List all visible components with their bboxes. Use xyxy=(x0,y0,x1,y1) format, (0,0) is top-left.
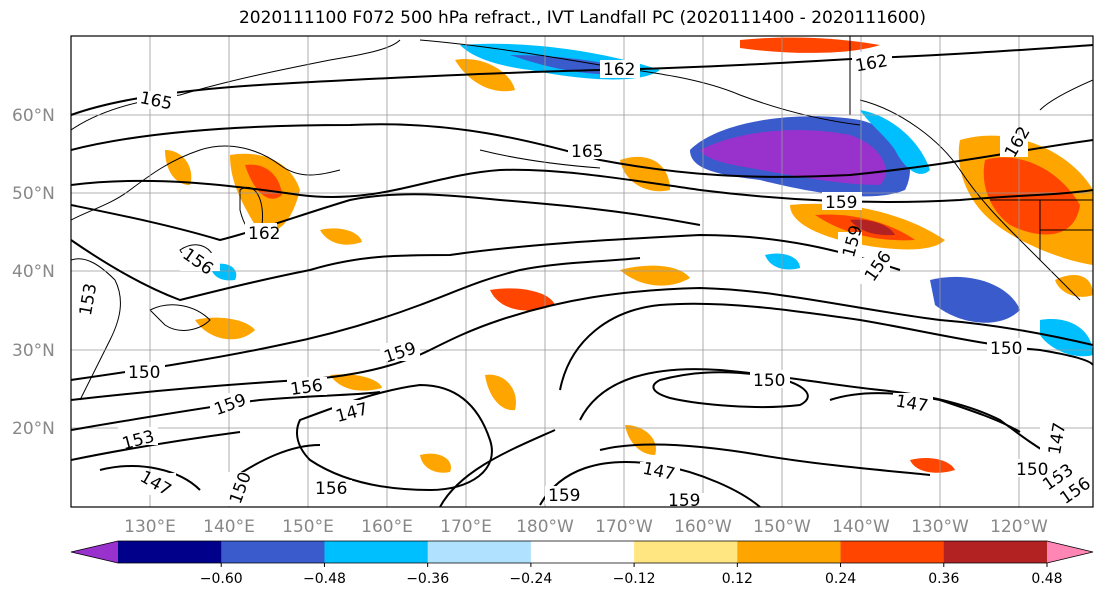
contour-label: 156 xyxy=(289,376,324,400)
contour-label: 150 xyxy=(1016,460,1048,480)
colorbar-cell xyxy=(324,541,429,563)
positive-anomaly-patch xyxy=(910,458,955,473)
lon-label: 120°W xyxy=(990,517,1048,537)
colorbar-extend-low xyxy=(71,541,118,563)
colorbar-tick-label: 0.48 xyxy=(1031,571,1062,587)
lat-label: 30°N xyxy=(12,341,55,361)
negative-anomaly-patch xyxy=(860,110,930,174)
map-area xyxy=(71,36,1093,507)
lon-label: 150°E xyxy=(282,517,334,537)
positive-anomaly-patch xyxy=(455,59,515,92)
colorbar-tick-label: 0.24 xyxy=(825,571,856,587)
positive-anomaly-patch xyxy=(420,453,451,473)
colorbar-tick-label: −0.36 xyxy=(406,571,449,587)
positive-anomaly-patch xyxy=(245,164,282,199)
map-title: 2020111100 F072 500 hPa refract., IVT La… xyxy=(238,8,926,28)
colorbar-tick-label: −0.48 xyxy=(303,571,346,587)
colorbar-outline xyxy=(70,540,1094,564)
map-frame xyxy=(70,35,1094,508)
lat-label: 40°N xyxy=(12,262,55,282)
negative-anomaly-patch xyxy=(700,130,886,185)
lon-label: 130°W xyxy=(911,517,969,537)
latitude-labels: 60°N 50°N 40°N 30°N 20°N xyxy=(12,106,55,439)
positive-anomaly-patch xyxy=(625,425,656,455)
contour-label: 159 xyxy=(548,486,580,506)
contour-label: 150 xyxy=(990,339,1022,359)
lat-label: 20°N xyxy=(12,419,55,439)
colorbar: −0.60 −0.48 −0.36 −0.24 −0.12 0.12 0.24 0.36 0.4… xyxy=(70,540,1094,587)
lon-label: 140°E xyxy=(203,517,255,537)
lon-label: 160°W xyxy=(674,517,732,537)
lon-label: 180°W xyxy=(516,517,574,537)
contour-label: 159 xyxy=(668,491,700,511)
positive-anomaly-patch xyxy=(330,374,382,391)
contour-label: 162 xyxy=(603,60,635,80)
lon-label: 130°E xyxy=(124,517,176,537)
lon-label: 170°W xyxy=(595,517,653,537)
longitude-labels: 130°E 140°E 150°E 160°E 170°E 180°W 170°… xyxy=(124,517,1048,537)
colorbar-tick-label: −0.12 xyxy=(613,571,656,587)
colorbar-tick-label: 0.12 xyxy=(722,571,753,587)
positive-anomaly-patch xyxy=(490,288,555,311)
contour-label: 150 xyxy=(753,371,785,391)
negative-anomaly-patch xyxy=(765,253,800,270)
colorbar-tick-label: −0.60 xyxy=(200,571,243,587)
graticule xyxy=(71,36,1093,507)
negative-anomaly-patch xyxy=(1040,319,1093,357)
colorbar-cell xyxy=(530,541,635,563)
positive-anomaly-patch xyxy=(195,317,255,340)
lon-label: 160°E xyxy=(361,517,413,537)
lon-label: 150°W xyxy=(753,517,811,537)
lat-label: 60°N xyxy=(12,106,55,126)
contour-label: 150 xyxy=(128,363,160,383)
lon-label: 140°W xyxy=(832,517,890,537)
positive-anomaly-patch xyxy=(1055,275,1093,297)
positive-anomaly-patch xyxy=(485,374,516,411)
lon-label: 170°E xyxy=(440,517,492,537)
positive-anomaly-patch xyxy=(620,265,690,286)
colorbar-cell xyxy=(118,541,222,563)
positive-anomaly-patch xyxy=(320,228,362,245)
contour-label: 156 xyxy=(315,479,347,499)
negative-anomaly-patch xyxy=(930,276,1020,323)
contour-label: 159 xyxy=(825,193,857,213)
contour-label: 162 xyxy=(248,224,280,244)
colorbar-tick-label: 0.36 xyxy=(928,571,959,587)
contour-labels: 165 165 162 162 162 162 159 159 159 159 … xyxy=(73,51,1093,511)
colorbar-cell xyxy=(943,541,1048,563)
contour-label: 165 xyxy=(571,142,603,162)
colorbar-cell xyxy=(427,541,532,563)
lat-label: 50°N xyxy=(12,184,55,204)
positive-anomaly-patch xyxy=(740,37,880,53)
positive-anomaly-patch xyxy=(165,150,192,185)
refractivity-contours xyxy=(71,44,1093,507)
colorbar-cell xyxy=(840,541,945,563)
colorbar-cell xyxy=(634,541,738,563)
colorbar-extend-high xyxy=(1047,541,1093,563)
colorbar-cell xyxy=(221,541,325,563)
colorbar-cell xyxy=(737,541,842,563)
colorbar-tick-label: −0.24 xyxy=(509,571,552,587)
